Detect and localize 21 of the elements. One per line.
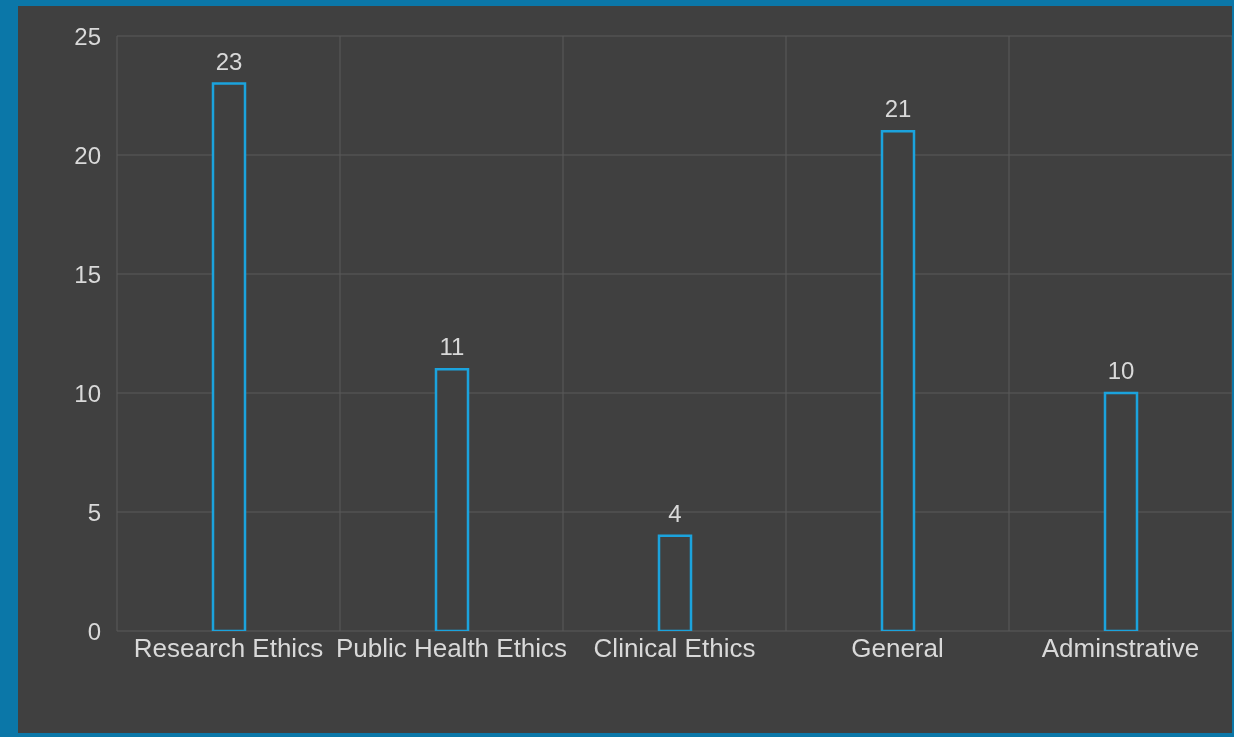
bar bbox=[1103, 391, 1139, 631]
bar bbox=[657, 534, 693, 631]
y-tick-label: 0 bbox=[87, 617, 101, 645]
data-label: 21 bbox=[884, 95, 912, 123]
x-tick-label: Adminstrative bbox=[1041, 633, 1200, 664]
y-tick-label: 20 bbox=[74, 141, 101, 169]
x-tick-label: General bbox=[851, 633, 944, 664]
bar bbox=[434, 367, 470, 631]
y-tick-label: 10 bbox=[74, 379, 101, 407]
data-label: 23 bbox=[215, 47, 243, 75]
x-tick-label: Public Health Ethics bbox=[335, 633, 568, 664]
data-label: 11 bbox=[439, 333, 465, 361]
y-tick-label: 5 bbox=[87, 498, 101, 526]
data-label: 10 bbox=[1107, 357, 1135, 384]
x-tick-label: Research Ethics bbox=[133, 633, 324, 664]
y-tick-label: 25 bbox=[74, 22, 101, 50]
y-tick-label: 15 bbox=[74, 260, 101, 288]
bar bbox=[880, 129, 916, 631]
x-tick-label: Clinical Ethics bbox=[593, 633, 756, 664]
bar bbox=[211, 82, 247, 631]
data-label: 4 bbox=[668, 499, 682, 527]
